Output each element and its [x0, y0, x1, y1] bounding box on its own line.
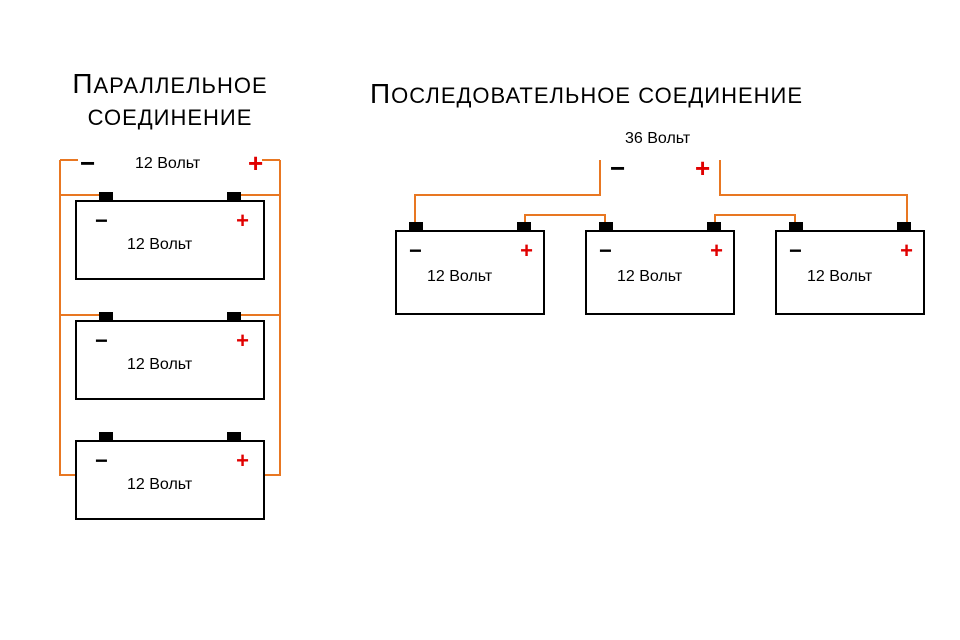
plus-icon: +: [710, 240, 723, 262]
minus-icon: −: [95, 210, 108, 232]
plus-icon: +: [900, 240, 913, 262]
terminal-pos: [227, 432, 241, 442]
battery-label: 12 Вольт: [427, 268, 492, 286]
terminal-neg: [789, 222, 803, 232]
battery-label: 12 Вольт: [617, 268, 682, 286]
terminal-pos: [897, 222, 911, 232]
plus-icon: +: [236, 330, 249, 352]
terminal-pos: [227, 312, 241, 322]
series-output-label: 36 Вольт: [625, 130, 690, 148]
terminal-pos: [517, 222, 531, 232]
parallel-battery-1: − + 12 Вольт: [75, 200, 265, 280]
terminal-neg: [99, 432, 113, 442]
terminal-neg: [99, 312, 113, 322]
parallel-output-minus: −: [80, 150, 95, 176]
parallel-title-cap: П: [72, 68, 93, 99]
terminal-neg: [599, 222, 613, 232]
plus-icon: +: [236, 450, 249, 472]
battery-label: 12 Вольт: [127, 236, 192, 254]
battery-label: 12 Вольт: [807, 268, 872, 286]
series-battery-3: − + 12 Вольт: [775, 230, 925, 315]
series-title-cap: П: [370, 78, 391, 109]
parallel-title: ПАРАЛЛЕЛЬНОЕ СОЕДИНЕНИЕ: [55, 65, 285, 132]
parallel-output-plus: +: [248, 150, 263, 176]
battery-label: 12 Вольт: [127, 476, 192, 494]
parallel-battery-3: − + 12 Вольт: [75, 440, 265, 520]
parallel-battery-2: − + 12 Вольт: [75, 320, 265, 400]
minus-icon: −: [409, 240, 422, 262]
terminal-neg: [409, 222, 423, 232]
minus-icon: −: [95, 330, 108, 352]
minus-icon: −: [599, 240, 612, 262]
series-output-plus: +: [695, 155, 710, 181]
terminal-pos: [227, 192, 241, 202]
series-output-minus: −: [610, 155, 625, 181]
battery-label: 12 Вольт: [127, 356, 192, 374]
terminal-pos: [707, 222, 721, 232]
parallel-output-label: 12 Вольт: [135, 155, 200, 173]
parallel-title-line2: СОЕДИНЕНИЕ: [88, 105, 253, 130]
series-title-rest: ОСЛЕДОВАТЕЛЬНОЕ СОЕДИНЕНИЕ: [391, 83, 803, 108]
series-title: ПОСЛЕДОВАТЕЛЬНОЕ СОЕДИНЕНИЕ: [370, 78, 803, 110]
series-battery-2: − + 12 Вольт: [585, 230, 735, 315]
parallel-title-rest: АРАЛЛЕЛЬНОЕ: [93, 73, 267, 98]
series-battery-1: − + 12 Вольт: [395, 230, 545, 315]
plus-icon: +: [520, 240, 533, 262]
minus-icon: −: [95, 450, 108, 472]
plus-icon: +: [236, 210, 249, 232]
terminal-neg: [99, 192, 113, 202]
minus-icon: −: [789, 240, 802, 262]
